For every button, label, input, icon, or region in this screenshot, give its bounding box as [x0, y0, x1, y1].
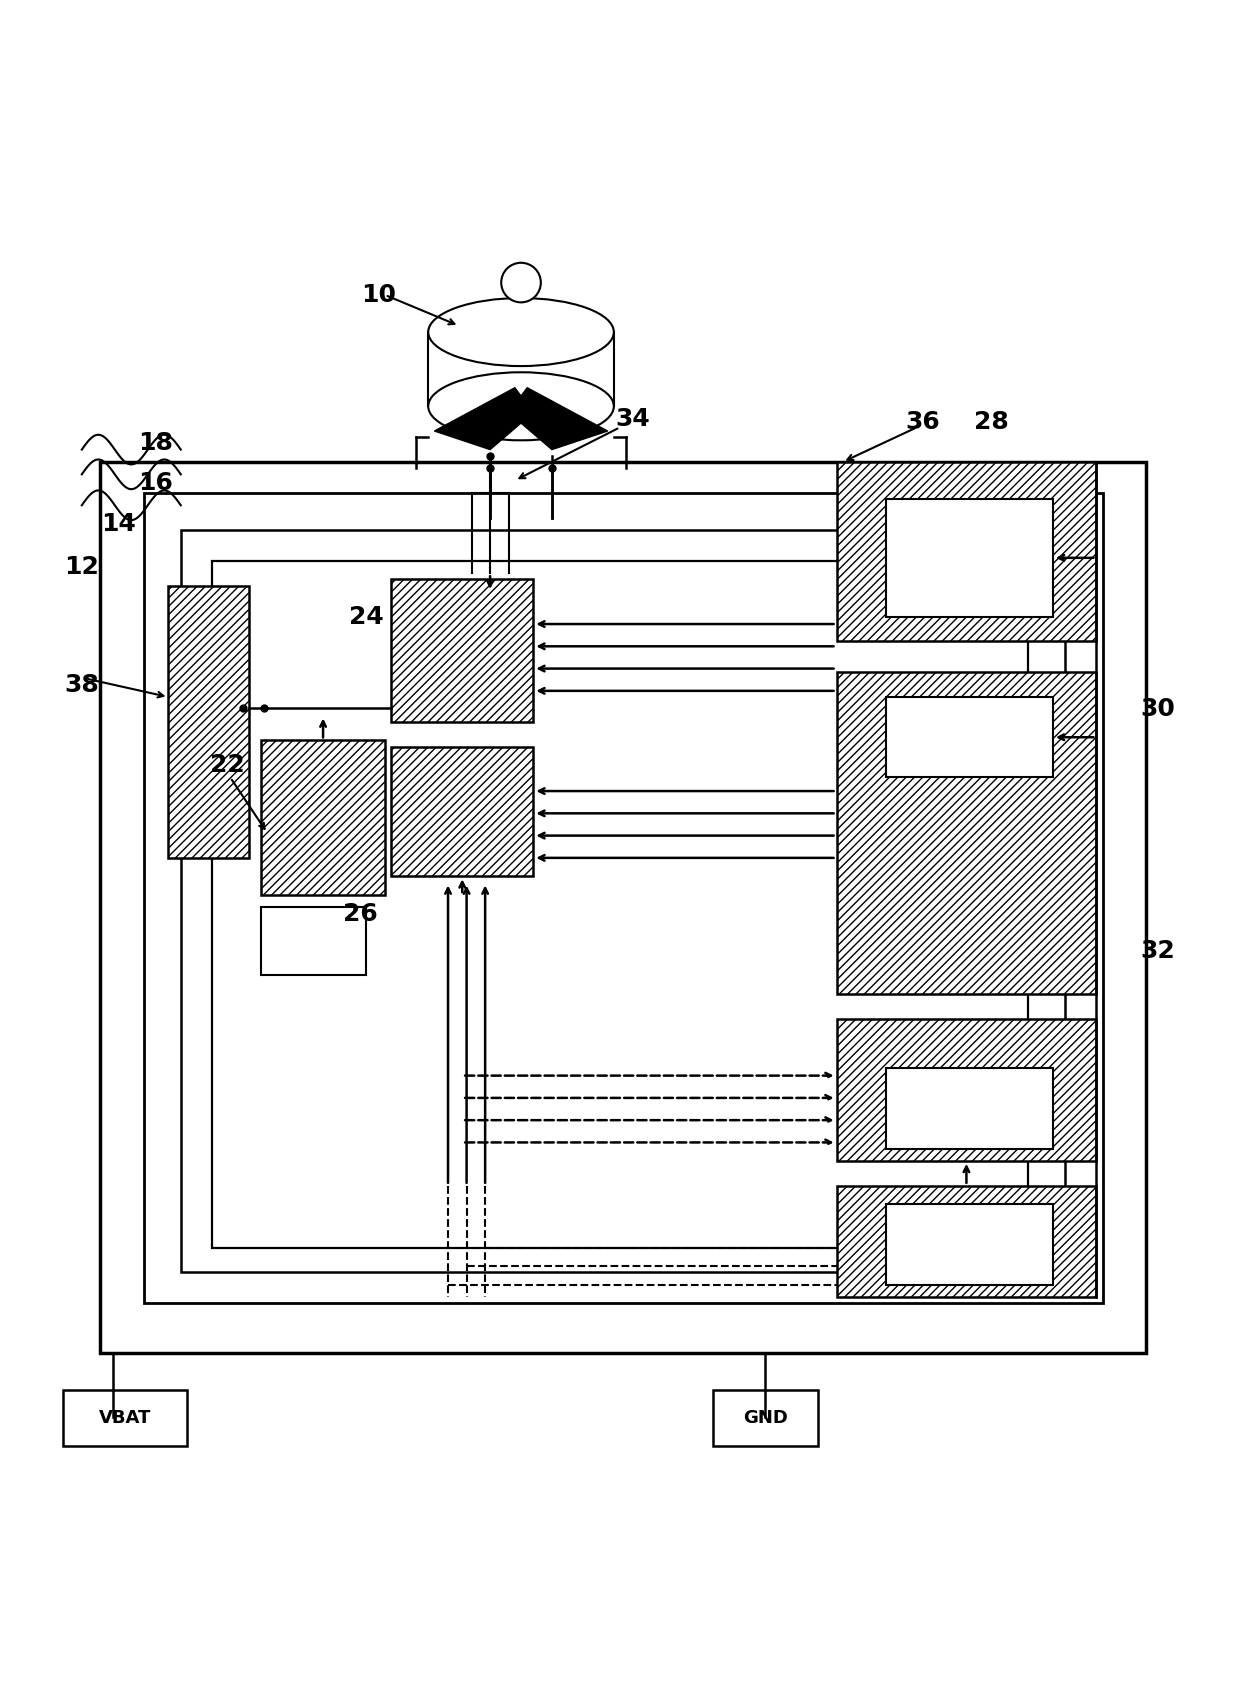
- Text: 36: 36: [905, 411, 940, 435]
- Bar: [887, 499, 1053, 617]
- Bar: [169, 585, 249, 857]
- Bar: [262, 908, 366, 976]
- Text: 26: 26: [342, 901, 377, 925]
- Text: VBAT: VBAT: [99, 1409, 151, 1427]
- Bar: [262, 741, 384, 895]
- Bar: [212, 561, 1028, 1248]
- Text: 28: 28: [973, 411, 1008, 435]
- Ellipse shape: [428, 372, 614, 440]
- Text: 12: 12: [64, 555, 99, 578]
- Bar: [837, 1185, 1096, 1297]
- Bar: [63, 1390, 187, 1446]
- Text: 38: 38: [64, 673, 99, 697]
- Text: 30: 30: [1141, 697, 1176, 722]
- Polygon shape: [434, 387, 533, 450]
- Circle shape: [501, 262, 541, 303]
- Bar: [181, 529, 1065, 1272]
- Bar: [887, 1069, 1053, 1148]
- Text: 32: 32: [1141, 939, 1176, 962]
- Bar: [837, 462, 1096, 641]
- Text: 14: 14: [102, 512, 136, 536]
- Text: 24: 24: [348, 605, 383, 629]
- Bar: [887, 697, 1053, 778]
- Text: 16: 16: [139, 472, 174, 495]
- Ellipse shape: [428, 298, 614, 365]
- Bar: [837, 673, 1096, 994]
- Text: 22: 22: [211, 752, 246, 778]
- Bar: [391, 746, 533, 876]
- Text: 34: 34: [615, 406, 650, 431]
- Text: 10: 10: [361, 282, 397, 308]
- Text: GND: GND: [743, 1409, 787, 1427]
- Bar: [391, 580, 533, 722]
- Polygon shape: [508, 387, 608, 450]
- Bar: [144, 492, 1102, 1304]
- Bar: [713, 1390, 818, 1446]
- Text: 18: 18: [139, 431, 174, 455]
- Bar: [100, 462, 1146, 1353]
- Bar: [887, 1204, 1053, 1285]
- Bar: [837, 1018, 1096, 1162]
